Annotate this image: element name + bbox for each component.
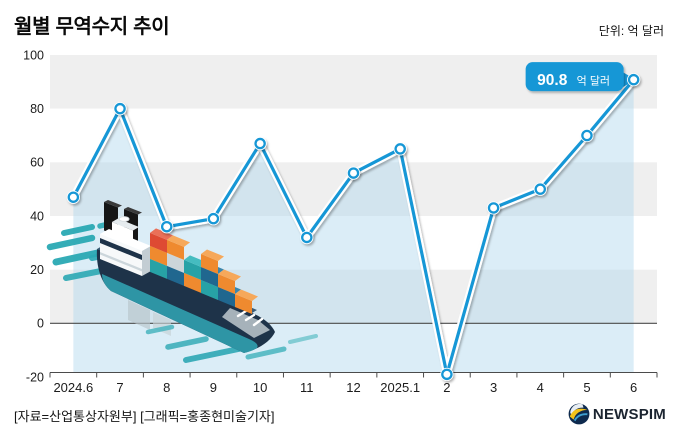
annotation-value: 90.8 bbox=[537, 72, 568, 89]
source-credit: [자료=산업통상자원부] [그래픽=홍종현미술기자] bbox=[14, 409, 275, 424]
container-box-top bbox=[167, 235, 190, 247]
x-tick-label: 6 bbox=[630, 380, 637, 395]
x-tick-label: 11 bbox=[300, 380, 314, 395]
speed-dash bbox=[61, 224, 95, 236]
container-box bbox=[150, 245, 167, 266]
data-points bbox=[67, 73, 640, 381]
trend-line-casing bbox=[69, 75, 638, 379]
y-tick-label: 80 bbox=[30, 102, 44, 116]
speed-dash bbox=[245, 346, 287, 360]
x-axis bbox=[49, 372, 658, 378]
data-point bbox=[487, 202, 500, 214]
data-point bbox=[114, 102, 126, 115]
x-tick-label: 7 bbox=[116, 380, 123, 395]
data-point-halos bbox=[66, 73, 641, 381]
container-box-top bbox=[235, 289, 258, 301]
container-box bbox=[201, 266, 218, 287]
container-box-top bbox=[150, 228, 173, 240]
container-box bbox=[150, 258, 167, 279]
newspim-logo-icon bbox=[568, 403, 590, 425]
newspim-logo: NEWSPIM bbox=[568, 403, 666, 425]
y-tick-label: 60 bbox=[30, 156, 44, 170]
data-point bbox=[394, 143, 406, 155]
grid-band bbox=[50, 108, 657, 163]
container-box bbox=[167, 252, 184, 273]
data-point bbox=[254, 137, 266, 150]
speed-dash bbox=[288, 334, 318, 344]
container-box bbox=[184, 272, 201, 293]
data-point bbox=[534, 183, 547, 195]
data-point bbox=[160, 220, 173, 233]
x-tick-label: 2 bbox=[443, 380, 450, 395]
container-box bbox=[184, 259, 201, 280]
x-tick-label: 9 bbox=[210, 380, 217, 395]
container-box bbox=[150, 232, 167, 253]
data-point bbox=[441, 368, 453, 381]
ship-bridge bbox=[100, 216, 151, 276]
ship-bow-deck bbox=[222, 308, 270, 338]
annotation-unit: 억 달러 bbox=[577, 74, 610, 87]
annotation-bubble: 90.8 억 달러 bbox=[525, 62, 636, 92]
data-point bbox=[67, 191, 80, 203]
y-tick-label: -20 bbox=[26, 370, 44, 384]
speed-dash bbox=[145, 324, 175, 335]
y-tick-label: 100 bbox=[23, 48, 44, 62]
container-box-top bbox=[201, 249, 224, 261]
data-point bbox=[301, 231, 313, 244]
data-point bbox=[581, 129, 593, 142]
y-tick-labels: 100 80 60 40 20 0 -20 bbox=[23, 48, 44, 384]
y-tick-label: 40 bbox=[30, 209, 44, 223]
x-tick-label: 4 bbox=[537, 380, 544, 395]
x-tick-label: 10 bbox=[253, 380, 267, 395]
speed-dash bbox=[165, 336, 209, 350]
y-tick-label: 20 bbox=[30, 263, 44, 277]
container-box bbox=[167, 239, 184, 260]
x-tick-labels: 2024.6 7 8 9 10 11 12 2025.1 2 3 4 5 6 bbox=[53, 380, 637, 395]
x-tick-label: 5 bbox=[583, 380, 590, 395]
speed-dashes bbox=[46, 218, 318, 363]
container-box bbox=[201, 279, 218, 300]
ship-containers bbox=[150, 228, 258, 314]
container-box bbox=[218, 273, 235, 294]
trend-line bbox=[71, 78, 635, 376]
y-tick-label: 0 bbox=[37, 317, 44, 331]
speed-dash bbox=[46, 234, 96, 251]
x-tick-label: 2024.6 bbox=[53, 380, 93, 395]
data-point bbox=[627, 73, 640, 86]
container-box-top bbox=[218, 269, 241, 281]
unit-label: 단위: 억 달러 bbox=[598, 24, 664, 38]
data-point bbox=[347, 167, 360, 179]
page-title: 월별 무역수지 추이 bbox=[14, 16, 170, 38]
container-box bbox=[218, 286, 235, 307]
container-box bbox=[235, 293, 252, 314]
newspim-logo-text: NEWSPIM bbox=[592, 405, 666, 423]
data-point bbox=[207, 212, 220, 225]
x-tick-label: 2025.1 bbox=[380, 380, 420, 395]
container-box bbox=[167, 265, 184, 286]
x-tick-label: 8 bbox=[163, 380, 170, 395]
container-box bbox=[201, 253, 218, 274]
x-tick-label: 3 bbox=[490, 380, 497, 395]
x-tick-label: 12 bbox=[346, 380, 360, 395]
annotation-box bbox=[525, 62, 624, 92]
